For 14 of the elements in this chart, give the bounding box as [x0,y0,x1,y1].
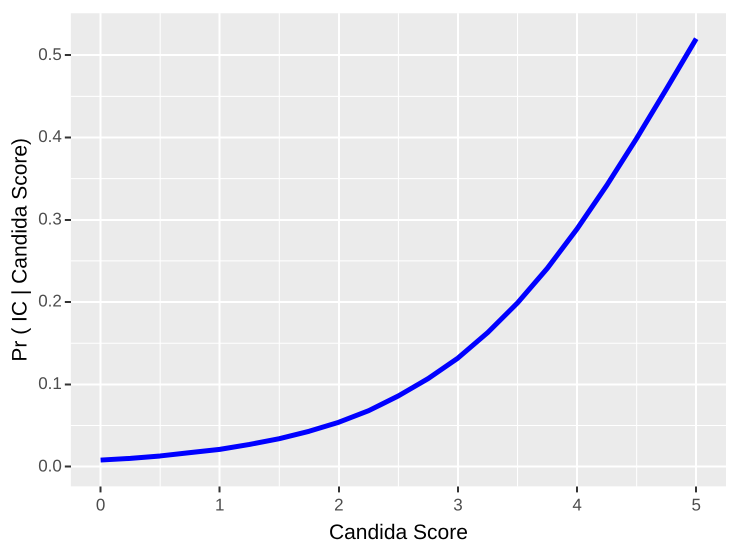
y-tick-label: 0.3 [38,209,62,228]
x-axis-title: Candida Score [328,521,468,544]
y-tick-label: 0.0 [38,456,62,476]
x-tick-label: 0 [96,495,106,514]
y-axis-title: Pr ( IC | Candida Score) [8,138,32,362]
y-tick-label: 0.5 [38,44,62,64]
x-tick-label: 5 [691,495,701,514]
y-tick-label: 0.4 [38,127,62,146]
y-tick-label: 0.2 [38,292,62,311]
x-tick-label: 4 [572,495,582,514]
x-tick-label: 2 [334,495,344,514]
y-tick-label: 0.1 [38,374,62,394]
x-tick-label: 1 [215,495,224,514]
x-tick-label: 3 [453,495,463,514]
